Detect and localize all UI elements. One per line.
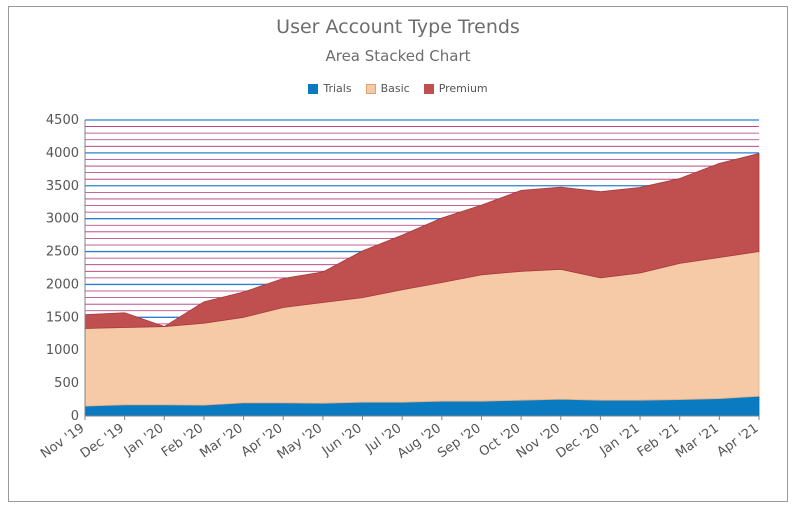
x-tick-label: Jan '20 (121, 421, 167, 459)
chart-title: User Account Type Trends (276, 16, 520, 38)
x-tick-label: Aug '20 (395, 421, 444, 462)
x-tick-label: Feb '20 (159, 421, 206, 460)
x-tick-label: Apr '21 (714, 421, 761, 460)
legend-label-basic: Basic (380, 82, 410, 95)
x-tick-label: Dec '19 (78, 421, 127, 462)
x-tick-label: Jun '20 (319, 421, 365, 459)
x-tick-label: Sep '20 (435, 421, 484, 461)
legend-item-trials[interactable]: Trials (308, 82, 352, 95)
chart-areas (84, 153, 760, 417)
legend-swatch-trials (308, 83, 319, 94)
x-tick-label: Dec '20 (554, 421, 603, 462)
y-tick-label: 4000 (46, 146, 79, 161)
x-tick-label: May '20 (275, 421, 325, 463)
chart-axes (84, 120, 759, 417)
chart-legend: Trials Basic Premium (0, 82, 796, 95)
x-tick-label: Nov '20 (514, 421, 563, 462)
y-tick-label: 4500 (46, 113, 79, 128)
x-tick-label: Jan '21 (597, 421, 643, 459)
x-tick-label: Mar '21 (673, 421, 722, 461)
legend-label-premium: Premium (438, 82, 488, 95)
y-axis-ticks: 0 500 1000 1500 2000 2500 3000 3500 4000 4500 (46, 113, 79, 424)
legend-item-premium[interactable]: Premium (423, 82, 488, 95)
y-tick-label: 2000 (46, 277, 79, 292)
x-tick-label: Mar '20 (197, 421, 246, 461)
x-tick-label: Feb '21 (635, 421, 682, 460)
y-tick-label: 1500 (46, 310, 79, 325)
y-tick-label: 3500 (46, 179, 79, 194)
y-tick-label: 1000 (46, 343, 79, 358)
legend-label-trials: Trials (323, 82, 352, 95)
legend-swatch-premium (423, 83, 434, 94)
y-tick-label: 2500 (46, 245, 79, 260)
y-tick-label: 3000 (46, 212, 79, 227)
chart-subtitle: Area Stacked Chart (325, 47, 471, 65)
y-tick-label: 500 (54, 376, 79, 391)
x-tick-label: Nov '19 (38, 421, 87, 462)
legend-swatch-basic (365, 83, 376, 94)
area-series-premium[interactable] (84, 153, 760, 329)
legend-item-basic[interactable]: Basic (365, 82, 410, 95)
y-tick-label: 0 (71, 409, 79, 424)
